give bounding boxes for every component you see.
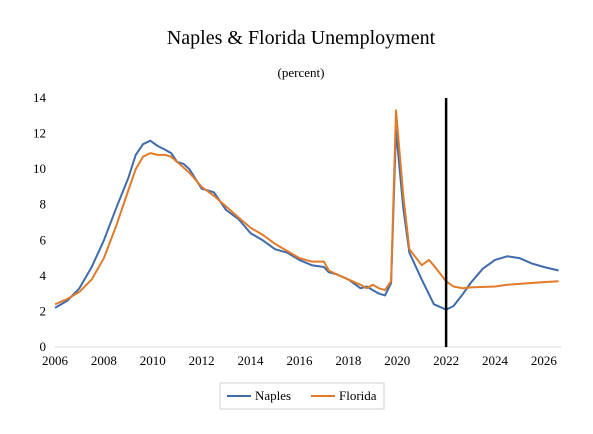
x-tick-label: 2022 xyxy=(433,353,459,368)
legend-label-florida: Florida xyxy=(339,388,377,403)
x-tick-label: 2024 xyxy=(482,353,509,368)
y-tick-label: 14 xyxy=(33,90,47,105)
x-tick-label: 2020 xyxy=(384,353,410,368)
y-tick-label: 8 xyxy=(40,197,47,212)
chart-subtitle: (percent) xyxy=(278,65,325,80)
x-tick-label: 2010 xyxy=(140,353,166,368)
x-tick-label: 2008 xyxy=(91,353,117,368)
y-tick-label: 2 xyxy=(40,303,47,318)
x-tick-label: 2016 xyxy=(286,353,313,368)
series-line-naples xyxy=(54,129,559,311)
x-tick-label: 2018 xyxy=(335,353,361,368)
series-line-florida xyxy=(54,109,559,306)
x-tick-label: 2012 xyxy=(189,353,215,368)
y-tick-label: 4 xyxy=(40,268,47,283)
y-tick-label: 12 xyxy=(33,126,46,141)
y-tick-label: 10 xyxy=(33,161,46,176)
y-tick-label: 0 xyxy=(40,339,47,354)
series-layer xyxy=(54,109,559,311)
x-tick-label: 2006 xyxy=(42,353,69,368)
x-tick-label: 2014 xyxy=(238,353,265,368)
legend-box xyxy=(219,382,385,410)
axes: 2006 2008 2010 2012 2014 2016 2018 2020 2022 2024… xyxy=(33,90,561,368)
y-tick-label: 6 xyxy=(40,232,47,247)
x-tick-label: 2026 xyxy=(531,353,558,368)
legend-label-naples: Naples xyxy=(255,388,291,403)
chart-title: Naples & Florida Unemployment xyxy=(167,27,436,49)
legend: Naples Florida xyxy=(219,382,385,410)
